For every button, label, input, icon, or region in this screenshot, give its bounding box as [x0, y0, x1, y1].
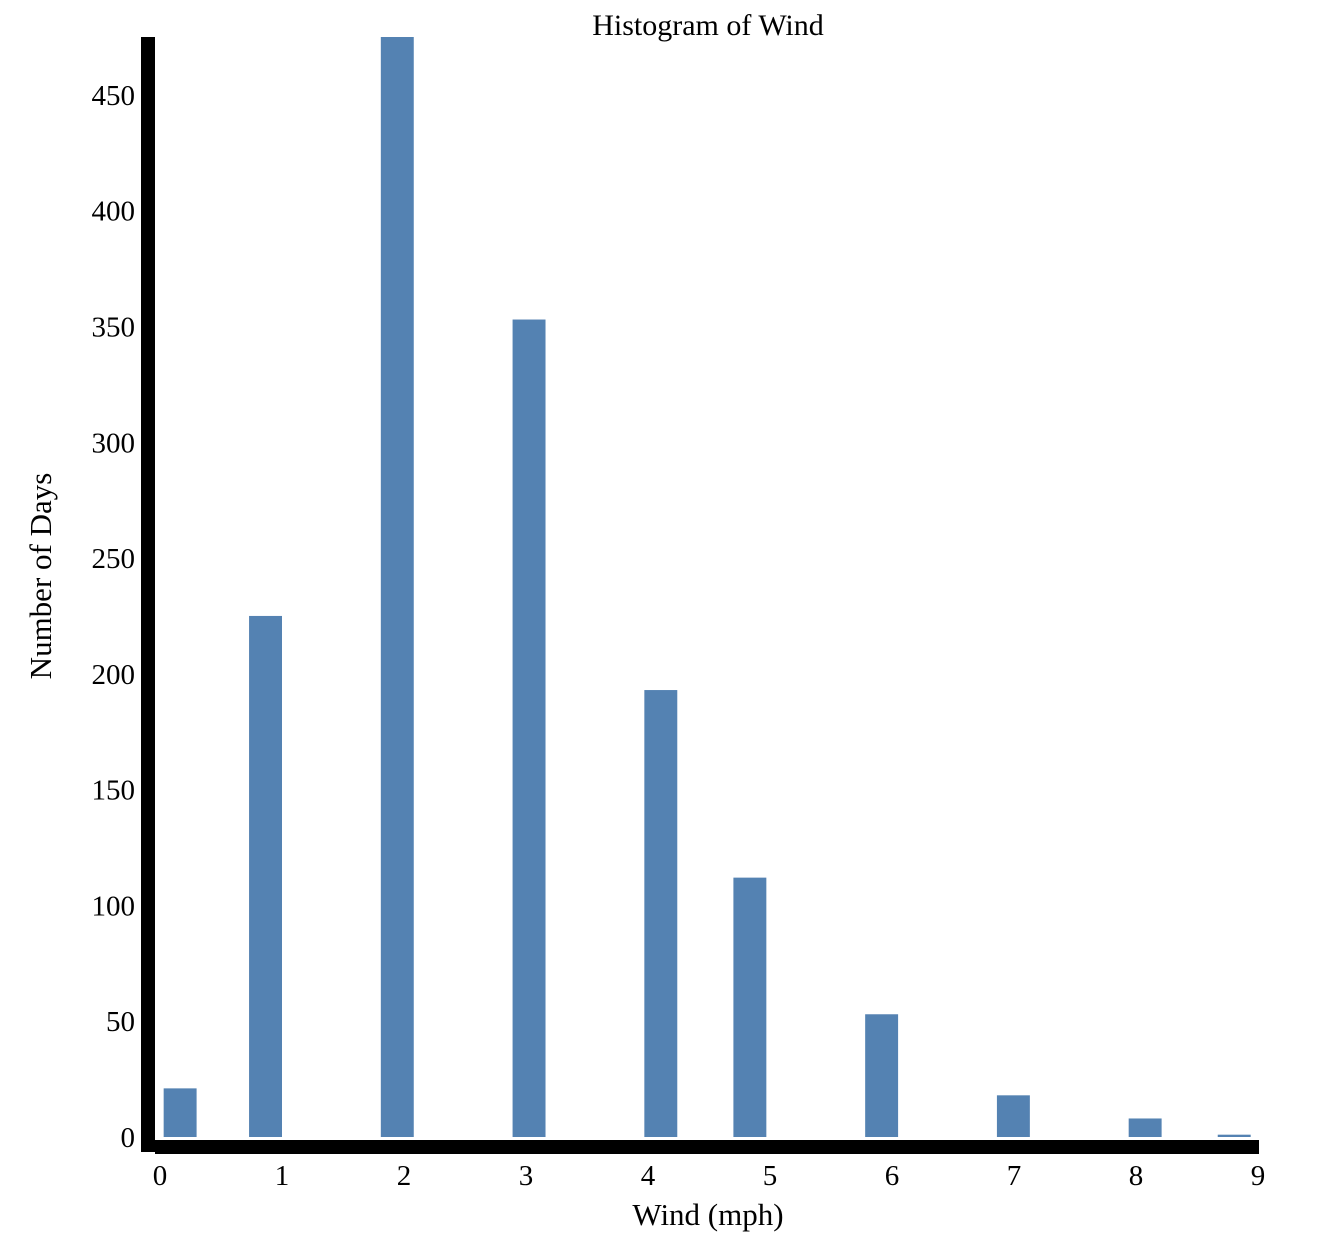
bars-group — [163, 37, 1251, 1137]
bar-3 — [512, 319, 546, 1137]
x-tick-label-8: 8 — [1129, 1160, 1144, 1192]
y-tick-label-9: 450 — [92, 80, 136, 112]
x-tick-label-7: 7 — [1007, 1160, 1022, 1192]
bar-2 — [380, 37, 414, 1137]
y-axis-ticks: 0 50 100 150 200 250 300 350 400 450 — [92, 80, 136, 1154]
x-axis-title: Wind (mph) — [632, 1197, 783, 1232]
x-tick-label-4: 4 — [641, 1160, 656, 1192]
y-tick-label-6: 300 — [92, 427, 136, 459]
y-tick-label-5: 250 — [92, 543, 136, 575]
bar-0 — [163, 1088, 197, 1137]
x-tick-label-1: 1 — [275, 1160, 290, 1192]
y-tick-label-0: 0 — [121, 1122, 136, 1154]
x-tick-label-6: 6 — [885, 1160, 900, 1192]
y-tick-label-1: 50 — [106, 1006, 135, 1038]
y-tick-label-4: 200 — [92, 659, 136, 691]
x-axis-line — [155, 1140, 1259, 1154]
y-tick-label-7: 350 — [92, 311, 136, 343]
bar-6 — [865, 1014, 899, 1137]
x-tick-label-3: 3 — [519, 1160, 534, 1192]
bar-7 — [996, 1095, 1030, 1137]
bar-5 — [733, 877, 767, 1137]
y-axis-title: Number of Days — [23, 473, 58, 680]
x-tick-label-0: 0 — [153, 1160, 168, 1192]
bar-1 — [249, 615, 282, 1137]
y-tick-label-3: 150 — [92, 775, 136, 807]
y-tick-label-2: 100 — [92, 890, 136, 922]
bar-9 — [1217, 1134, 1251, 1137]
x-tick-label-5: 5 — [763, 1160, 778, 1192]
y-tick-label-8: 400 — [92, 196, 136, 228]
y-axis-line — [141, 37, 155, 1152]
bar-4 — [644, 690, 678, 1137]
x-tick-label-9: 9 — [1251, 1160, 1266, 1192]
x-axis-ticks: 0 1 2 3 4 5 6 7 8 9 — [153, 1160, 1266, 1192]
x-tick-label-2: 2 — [397, 1160, 412, 1192]
chart-title: Histogram of Wind — [592, 9, 824, 42]
bar-8 — [1128, 1118, 1162, 1137]
